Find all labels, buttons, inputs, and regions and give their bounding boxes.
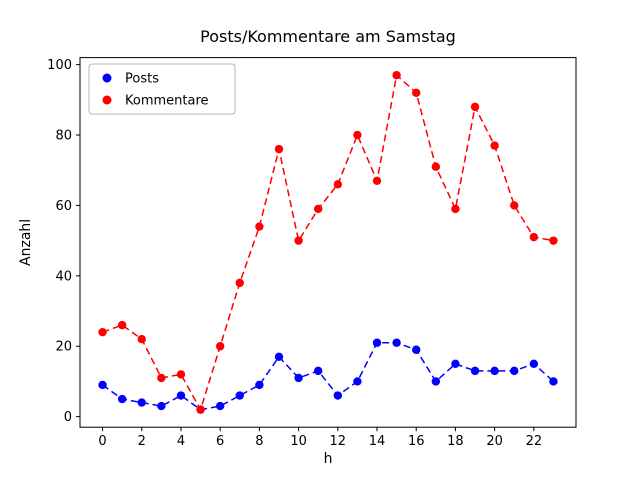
axes-box bbox=[79, 57, 577, 428]
data-point bbox=[353, 130, 362, 140]
x-tick-label: 16 bbox=[408, 434, 425, 449]
data-point bbox=[431, 162, 441, 171]
data-point bbox=[255, 380, 264, 390]
y-tick-label: 0 bbox=[64, 410, 72, 425]
series-posts bbox=[98, 338, 558, 414]
x-axis-label: h bbox=[324, 451, 333, 467]
data-point bbox=[510, 366, 519, 376]
x-tick-label: 10 bbox=[290, 434, 307, 449]
x-tick-label: 0 bbox=[98, 434, 106, 449]
series-kommentare bbox=[98, 71, 558, 414]
y-axis: 0 20 40 60 80 100 bbox=[47, 58, 80, 425]
x-tick-label: 4 bbox=[177, 434, 185, 449]
data-point bbox=[274, 144, 284, 154]
data-point bbox=[313, 366, 323, 376]
x-tick-label: 12 bbox=[330, 434, 347, 449]
data-point bbox=[412, 345, 421, 354]
y-tick-label: 80 bbox=[55, 129, 72, 144]
data-point bbox=[157, 373, 166, 383]
data-point bbox=[333, 391, 343, 400]
x-tick-label: 2 bbox=[138, 434, 146, 449]
data-point bbox=[353, 377, 362, 386]
x-tick-label: 20 bbox=[486, 434, 503, 449]
data-point bbox=[333, 180, 343, 189]
data-point bbox=[98, 327, 107, 337]
data-point bbox=[313, 204, 323, 214]
data-point bbox=[117, 320, 127, 330]
data-point bbox=[431, 377, 441, 386]
legend-marker bbox=[102, 73, 112, 83]
data-point bbox=[294, 373, 303, 383]
data-point bbox=[235, 391, 244, 400]
x-tick-label: 14 bbox=[369, 434, 386, 449]
data-point bbox=[470, 366, 480, 376]
x-tick-label: 22 bbox=[526, 434, 543, 449]
data-point bbox=[215, 342, 225, 351]
x-tick-label: 18 bbox=[447, 434, 464, 449]
y-tick-label: 100 bbox=[47, 58, 72, 73]
data-point bbox=[490, 366, 499, 376]
y-tick-label: 20 bbox=[55, 340, 72, 355]
legend-label: Kommentare bbox=[125, 94, 209, 109]
data-point bbox=[176, 391, 186, 400]
data-point bbox=[451, 204, 460, 214]
data-point bbox=[196, 405, 205, 414]
y-tick-label: 60 bbox=[55, 199, 72, 214]
data-point bbox=[176, 370, 186, 379]
data-point bbox=[372, 338, 382, 347]
data-point bbox=[451, 359, 460, 369]
data-point bbox=[294, 236, 303, 245]
data-point bbox=[98, 380, 107, 390]
data-point bbox=[255, 222, 264, 231]
legend: Posts Kommentare bbox=[88, 63, 236, 115]
x-tick-label: 8 bbox=[255, 434, 263, 449]
legend-marker bbox=[102, 95, 112, 105]
data-point bbox=[549, 236, 558, 245]
data-point bbox=[392, 71, 401, 80]
data-point bbox=[117, 394, 127, 404]
y-tick-label: 40 bbox=[55, 269, 72, 284]
data-point bbox=[274, 352, 284, 361]
data-point bbox=[392, 338, 401, 347]
data-point bbox=[137, 398, 146, 407]
data-point bbox=[490, 141, 499, 150]
chart-title: Posts/Kommentare am Samstag bbox=[200, 27, 456, 46]
data-point bbox=[510, 201, 519, 210]
data-point bbox=[529, 359, 539, 369]
data-point bbox=[215, 401, 225, 411]
data-point bbox=[412, 88, 421, 98]
data-point bbox=[157, 401, 166, 411]
data-point bbox=[372, 176, 382, 185]
x-axis: 0 2 4 6 8 10 12 14 16 18 20 22 bbox=[98, 427, 542, 449]
data-point bbox=[470, 102, 480, 112]
legend-label: Posts bbox=[125, 72, 159, 87]
data-point bbox=[549, 377, 558, 386]
data-point bbox=[529, 232, 539, 242]
data-point bbox=[137, 335, 146, 344]
data-point bbox=[235, 278, 244, 288]
y-axis-label: Anzahl bbox=[18, 219, 34, 266]
x-tick-label: 6 bbox=[216, 434, 224, 449]
legend-frame bbox=[88, 63, 236, 115]
